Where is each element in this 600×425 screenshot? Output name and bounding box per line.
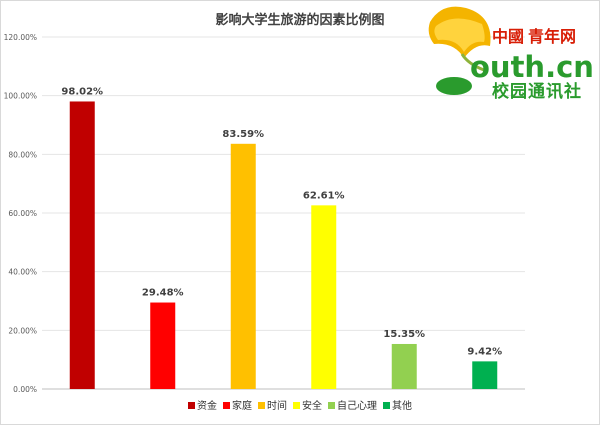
bar-3 <box>230 143 256 389</box>
legend-swatch <box>293 402 300 409</box>
y-axis: 0.00% 20.00% 40.00% 60.00% 80.00% 100.00% 120.… <box>4 33 37 394</box>
legend-swatch <box>223 402 230 409</box>
chart-title: 影响大学生旅游的因素比例图 <box>215 12 384 28</box>
y-tick-label: 60.00% <box>8 209 37 218</box>
legend-item: 时间 <box>258 397 287 412</box>
legend-swatch <box>258 402 265 409</box>
data-labels: 98.02% 29.48% 83.59% 62.61% 15.35% 9.42% <box>61 86 502 357</box>
legend-swatch <box>188 402 195 409</box>
logo-subtitle: 校园通讯社 <box>492 81 582 102</box>
y-tick-label: 20.00% <box>8 326 37 335</box>
logo-domain: outh.cn <box>470 50 594 84</box>
youth-cn-logo: 中國 青年网 outh.cn 校园通讯社 <box>424 2 600 102</box>
y-tick-label: 0.00% <box>13 385 37 394</box>
chart-legend: 资金 家庭 时间 安全 自己心理 其他 <box>0 397 600 412</box>
legend-item: 其他 <box>383 397 412 412</box>
bar-value-label: 9.42% <box>467 346 502 357</box>
bar-value-label: 83.59% <box>222 129 264 140</box>
bar-2 <box>150 302 176 389</box>
bar-value-label: 98.02% <box>61 86 103 97</box>
legend-label: 资金 <box>197 401 217 412</box>
bar-1 <box>69 101 95 389</box>
legend-item: 安全 <box>293 397 322 412</box>
legend-label: 家庭 <box>232 401 252 412</box>
legend-label: 安全 <box>302 401 322 412</box>
bar-value-label: 62.61% <box>303 190 345 201</box>
y-tick-label: 80.00% <box>8 150 37 159</box>
bars <box>69 101 498 389</box>
ginkgo-leaf-icon <box>428 6 491 95</box>
bar-6 <box>472 361 498 389</box>
legend-item: 家庭 <box>223 397 252 412</box>
y-tick-label: 120.00% <box>4 33 37 42</box>
bar-4 <box>311 205 337 389</box>
legend-item: 自己心理 <box>328 397 377 412</box>
y-tick-label: 40.00% <box>8 268 37 277</box>
bar-value-label: 29.48% <box>142 288 184 299</box>
bar-value-label: 15.35% <box>383 329 425 340</box>
legend-item: 资金 <box>188 397 217 412</box>
bar-5 <box>391 343 417 389</box>
legend-swatch <box>383 402 390 409</box>
legend-label: 时间 <box>267 401 287 412</box>
legend-label: 其他 <box>392 401 412 412</box>
logo-brand-cn: 中國 <box>492 27 524 46</box>
logo-brand-name: 青年网 <box>528 27 576 46</box>
y-tick-label: 100.00% <box>4 92 37 101</box>
legend-swatch <box>328 402 335 409</box>
legend-label: 自己心理 <box>337 401 377 412</box>
